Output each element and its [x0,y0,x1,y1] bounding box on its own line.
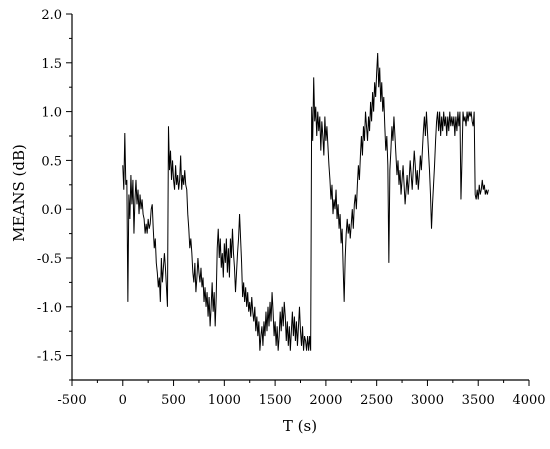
x-tick-label: 2500 [360,393,393,408]
x-tick-label: 1000 [208,393,241,408]
x-tick-label: 1500 [259,393,292,408]
y-tick-label: -1.0 [37,301,62,316]
y-tick-label: 1.0 [41,106,62,121]
y-tick-label: -1.5 [37,350,62,365]
x-tick-label: -500 [57,393,86,408]
axes: -500 0 500 1000 1500 2000 2500 3000 3500 4000 2.0 1… [37,8,546,408]
series-line-0 [122,53,489,351]
x-tick-label: 0 [119,393,127,408]
x-tick-label: 2000 [309,393,342,408]
x-tick-label: 3500 [462,393,495,408]
y-tick-label: 2.0 [41,8,62,23]
y-tick-label: -0.5 [37,252,62,267]
x-tick-label: 3000 [411,393,444,408]
plot-area [122,53,489,351]
x-tick-label: 500 [161,393,186,408]
y-tick-label: 0.5 [41,154,62,169]
y-tick-label: 1.5 [41,57,62,72]
y-axis-title: MEANS (dB) [10,144,28,242]
x-axis-title: T (s) [283,417,317,435]
y-tick-label: 0.0 [41,203,62,218]
x-tick-label: 4000 [512,393,545,408]
